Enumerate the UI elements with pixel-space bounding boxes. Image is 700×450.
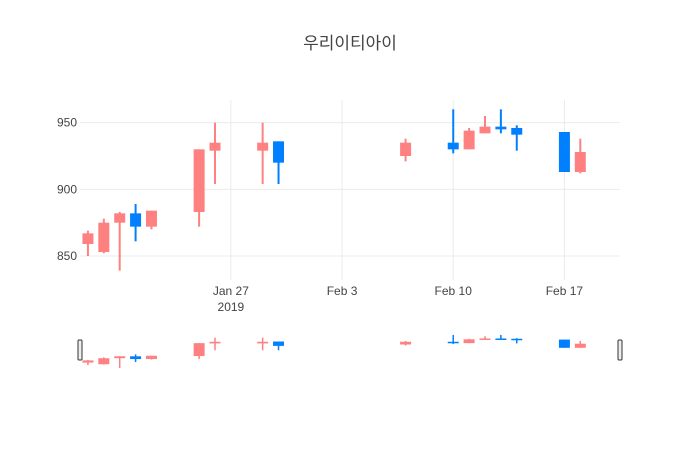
candle-body [400,142,412,156]
candle [130,204,142,242]
candle-body [145,210,157,227]
slider-candle-body [273,341,285,346]
slider-candle-body [257,341,269,344]
candle-body [209,142,221,151]
x-tick-sublabel: 2019 [218,300,245,314]
slider-candle-body [209,341,221,344]
candle-body [193,149,205,212]
y-tick-label: 950 [57,116,77,130]
slider-candle-body [130,356,142,360]
candle [479,116,491,134]
candle-body [511,128,523,135]
candle-body [98,222,110,252]
candle [495,109,507,134]
candle [145,210,157,230]
y-tick-label: 850 [57,249,77,263]
candle [98,218,110,254]
candle [193,149,205,227]
slider-candle-body [114,356,126,359]
candle [273,141,285,184]
range-slider-track[interactable] [80,333,620,370]
slider-candle-body [495,338,507,340]
slider-candle-body [511,338,523,341]
y-axis-ticks: 850 900 950 [57,116,77,263]
candle-body [558,132,570,172]
candle-body [273,141,285,163]
slider-candle-body [479,338,491,340]
candle [558,132,570,172]
range-slider-right-handle[interactable] [617,339,623,361]
range-slider[interactable] [77,333,623,370]
candles [82,109,586,271]
candle-body [447,142,459,150]
chart-title: 우리이티아이 [303,34,397,54]
candle-body [479,126,491,134]
slider-candle-body [558,339,570,348]
slider-candle-body [447,341,459,344]
candle [114,212,126,271]
candle-body [463,130,475,150]
slider-candle-body [82,360,94,363]
candle [511,125,523,151]
slider-candle-body [193,343,205,357]
x-tick-label: Feb 10 [435,284,473,298]
candle-body [130,213,142,227]
slider-candle-body [145,355,157,360]
candle-body [574,152,586,172]
candle [82,230,94,256]
x-tick-label: Feb 3 [327,284,358,298]
candle-body [257,142,269,151]
x-axis-ticks: Jan 27 2019 Feb 3 Feb 10 Feb 17 [213,284,584,314]
candle [447,109,459,154]
y-tick-label: 900 [57,182,77,196]
candle-body [114,213,126,223]
candle [400,138,412,162]
candle [574,138,586,174]
candle-body [495,126,507,130]
range-slider-left-handle[interactable] [77,339,83,361]
slider-candle-body [98,358,110,365]
candle [463,128,475,150]
slider-candle-body [400,341,412,345]
slider-candle-body [574,343,586,348]
candle-body [82,233,94,244]
x-tick-label: Feb 17 [546,284,584,298]
x-tick-label: Jan 27 [213,284,249,298]
candle [257,122,269,184]
slider-candle-body [463,339,475,344]
gridlines [80,100,620,280]
candle [209,122,221,184]
